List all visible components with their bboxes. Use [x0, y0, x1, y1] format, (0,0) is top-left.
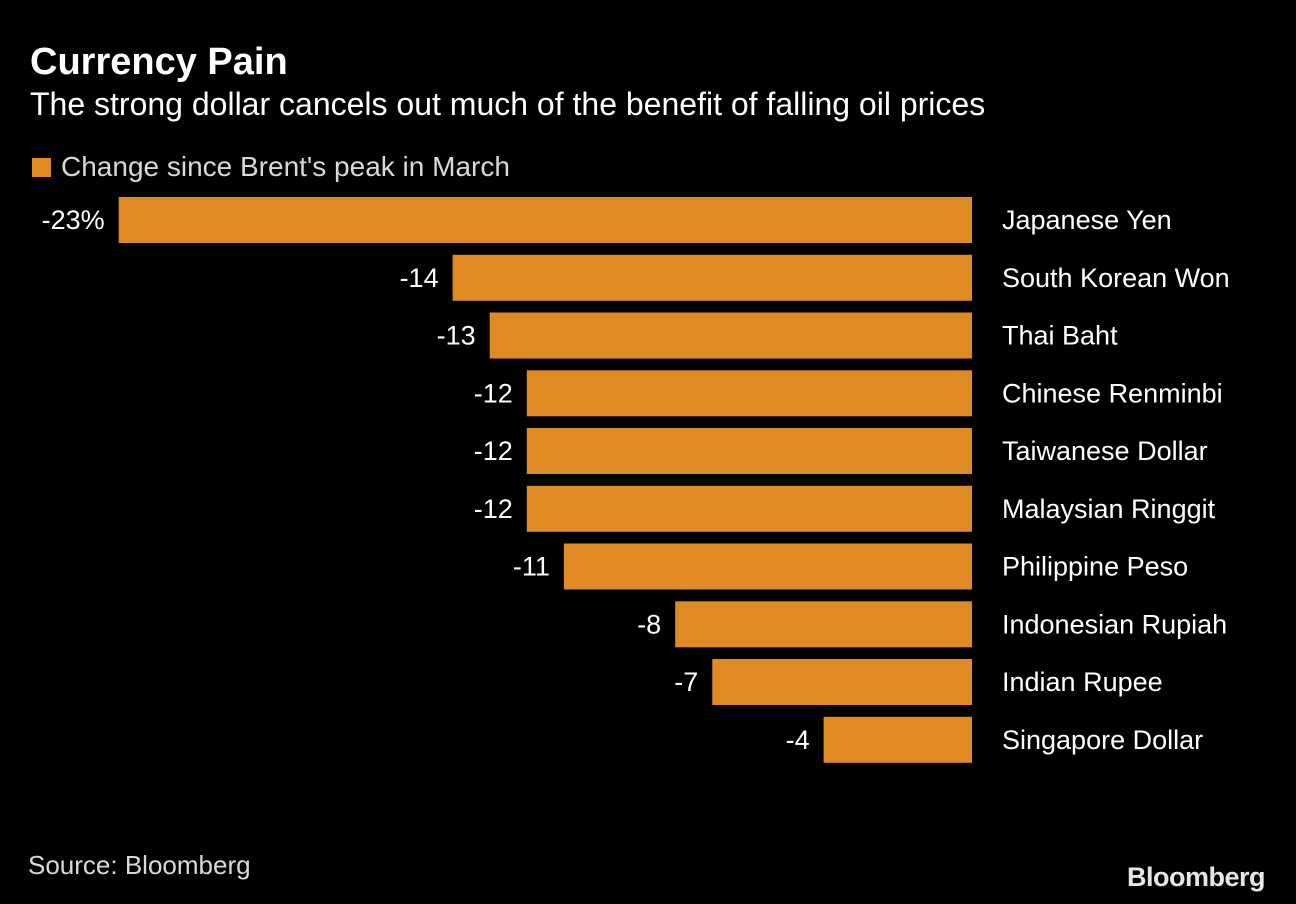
bar-taiwanese-dollar — [526, 428, 972, 474]
category-label: Thai Baht — [1002, 321, 1118, 351]
bloomberg-logo: Bloomberg — [1127, 862, 1266, 892]
bar-thai-baht — [489, 312, 972, 359]
bar-philippine-peso — [563, 543, 972, 590]
value-label: -7 — [674, 667, 698, 697]
category-label: South Korean Won — [1002, 263, 1230, 293]
category-label: Indonesian Rupiah — [1002, 609, 1227, 639]
category-label: Chinese Renminbi — [1002, 378, 1223, 408]
bar-malaysian-ringgit — [526, 485, 972, 532]
bar-japanese-yen — [118, 197, 972, 243]
value-label: -8 — [637, 609, 661, 639]
category-label: Singapore Dollar — [1002, 725, 1203, 755]
value-label: -13 — [437, 321, 476, 351]
value-label: -12 — [474, 436, 513, 466]
category-label: Japanese Yen — [1002, 205, 1172, 235]
legend: Change since Brent's peak in March — [32, 150, 510, 184]
bar-indonesian-rupiah — [675, 601, 972, 648]
chart-title: Currency Pain — [30, 41, 288, 83]
bar-chinese-renminbi — [526, 370, 972, 417]
bar-singapore-dollar — [823, 716, 972, 763]
value-label: -23% — [42, 205, 105, 235]
source-note: Source: Bloomberg — [28, 850, 251, 880]
category-label: Indian Rupee — [1002, 667, 1163, 697]
value-label: -4 — [786, 725, 810, 755]
bar-south-korean-won — [452, 254, 973, 301]
value-label: -12 — [474, 494, 513, 524]
value-label: -12 — [474, 378, 513, 408]
value-label: -14 — [400, 263, 439, 293]
chart-subtitle: The strong dollar cancels out much of th… — [30, 86, 986, 122]
category-label: Taiwanese Dollar — [1002, 436, 1208, 466]
category-label: Philippine Peso — [1002, 552, 1188, 582]
legend-swatch — [32, 157, 51, 177]
value-label: -11 — [513, 552, 550, 582]
category-label: Malaysian Ringgit — [1002, 494, 1216, 524]
bar-indian-rupee — [712, 659, 972, 705]
legend-label: Change since Brent's peak in March — [61, 151, 510, 182]
